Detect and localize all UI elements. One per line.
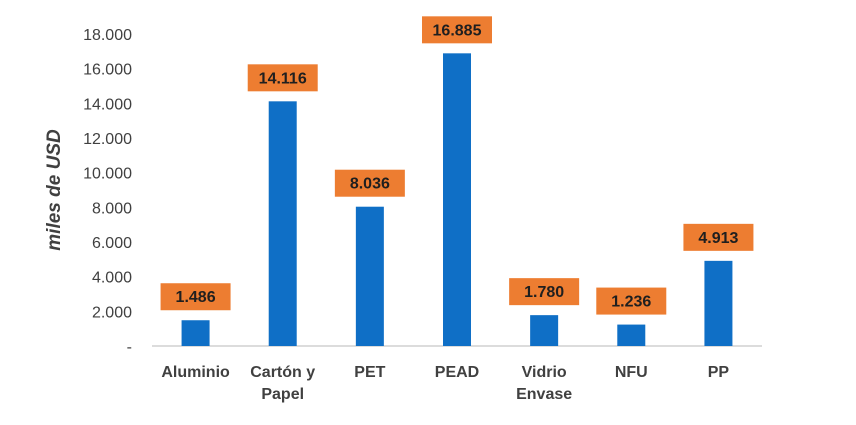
x-tick-label: NFU [615,364,648,381]
y-tick-label: 2.000 [92,304,132,321]
bar [355,206,384,346]
bar [181,320,210,346]
bar [617,324,646,346]
bar [704,260,733,346]
data-label-box [683,223,754,251]
x-tick-label: PP [708,364,730,381]
data-label: 14.116 [259,70,307,87]
data-label-box [422,16,492,44]
y-tick-label: 4.000 [92,270,132,287]
x-tick-label: Papel [261,386,304,403]
y-tick-label: 12.000 [83,131,132,148]
bar [443,53,471,347]
x-tick-label: PET [354,364,385,381]
y-tick-label: - [127,339,132,356]
y-axis-title: miles de USD [44,129,65,251]
data-label: 1.236 [611,294,651,311]
data-label: 1.780 [524,284,564,301]
x-tick-label: Aluminio [161,364,230,381]
data-label: 8.036 [350,176,390,193]
data-labels: 1.486 14.116 8.036 16.885 1.780 1.236 4.913 [160,16,754,315]
data-label-box [596,287,667,315]
bar [268,101,297,347]
y-tick-label: 6.000 [92,235,132,252]
data-label-box [247,64,318,92]
data-label: 4.913 [698,230,738,247]
data-label: 16.885 [433,22,482,39]
y-tick-label: 14.000 [83,96,132,113]
x-tick-label: Vidrio [522,364,567,381]
y-tick-label: 8.000 [92,200,132,217]
data-label-box [160,283,231,311]
x-tick-label: Envase [516,386,572,403]
y-tick-label: 18.000 [83,27,132,44]
bars [181,53,733,347]
y-tick-label: 10.000 [83,166,132,183]
data-label: 1.486 [176,289,216,306]
data-label-box [509,278,580,306]
x-tick-label: Cartón y [250,364,315,381]
y-tick-label: 16.000 [83,62,132,79]
bar [530,315,559,346]
y-axis-ticks: - 2.000 4.000 6.000 8.000 10.000 12.000 14.000 1… [83,27,132,356]
x-axis-ticks: Aluminio Cartón y Papel PET PEAD Vidrio Envase… [161,364,729,403]
x-tick-label: PEAD [435,364,479,381]
data-label-box [334,169,405,197]
